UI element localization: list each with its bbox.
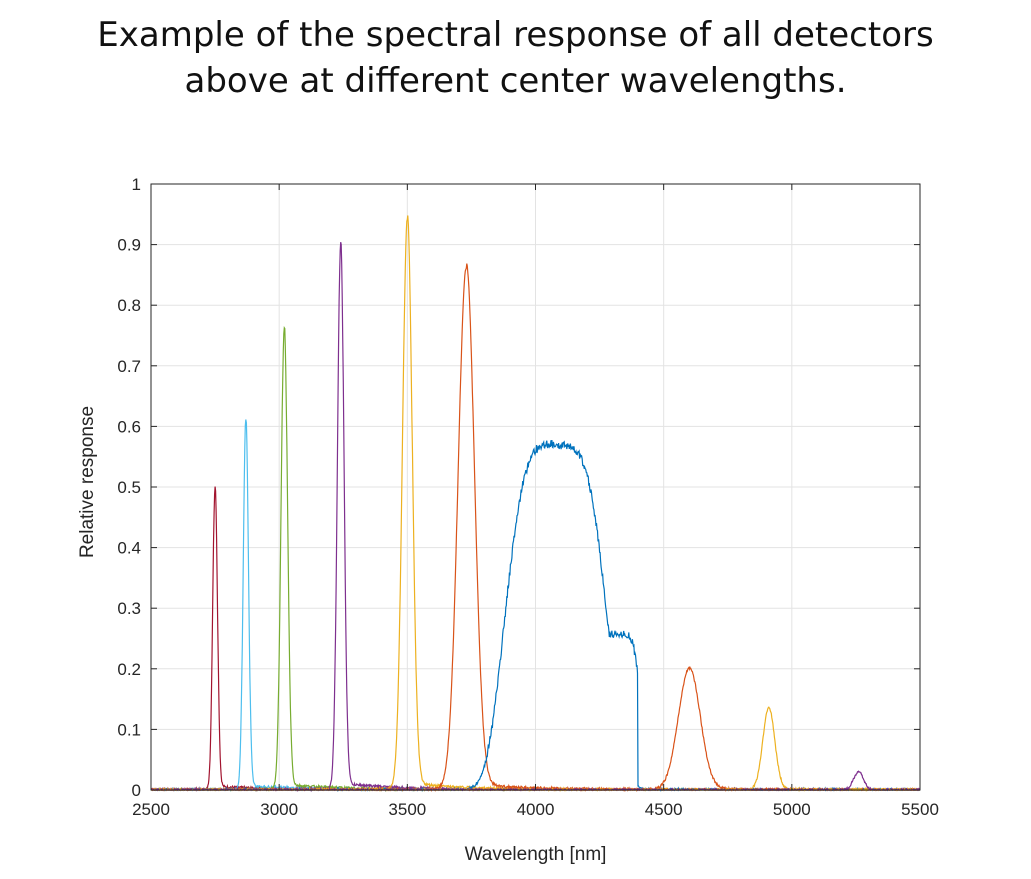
grid-lines	[150, 183, 921, 791]
y-tick-label: 0.4	[117, 539, 141, 558]
y-axis-label: Relative response	[77, 406, 98, 558]
y-tick-label: 1	[132, 175, 141, 194]
y-tick-label: 0.7	[117, 357, 141, 376]
chart-title-line-1: Example of the spectral response of all …	[97, 15, 934, 55]
x-tick-label: 2500	[132, 800, 170, 819]
y-tick-label: 0.9	[117, 236, 141, 255]
x-tick-label: 4000	[517, 800, 555, 819]
chart-title: Example of the spectral response of all …	[0, 12, 1031, 104]
y-tick-label: 0.5	[117, 478, 141, 497]
y-tick-label: 0.2	[117, 660, 141, 679]
x-tick-label: 5500	[901, 800, 939, 819]
y-tick-label: 0.6	[117, 417, 141, 436]
x-tick-label: 3500	[388, 800, 426, 819]
chart-title-line-2: above at different center wavelengths.	[184, 61, 847, 101]
y-tick-label: 0.1	[117, 720, 141, 739]
x-tick-label: 3000	[260, 800, 298, 819]
x-tick-label: 4500	[645, 800, 683, 819]
x-tick-label: 5000	[773, 800, 811, 819]
y-tick-label: 0.3	[117, 599, 141, 618]
axis-ticks: 2500 3000 3500 4000 4500 5000 5500 0 0.1 0.2 0.3 0.…	[117, 175, 939, 819]
y-tick-label: 0.8	[117, 296, 141, 315]
y-tick-label: 0	[132, 781, 141, 800]
x-axis-label: Wavelength [nm]	[465, 844, 607, 865]
